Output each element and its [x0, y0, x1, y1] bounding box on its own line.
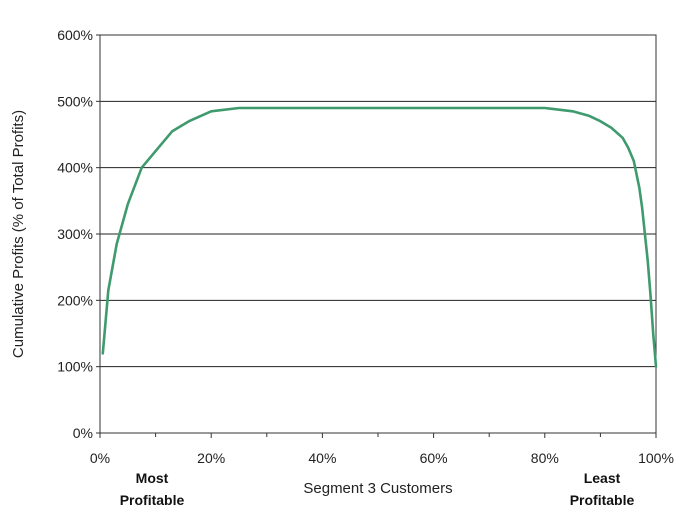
y-tick-label: 200%	[57, 292, 93, 308]
gridlines	[100, 100, 656, 368]
annotation-most: Most	[136, 470, 169, 486]
x-tick-label: 80%	[531, 450, 559, 466]
x-tick-labels: 0% 20% 40% 60% 80% 100%	[90, 450, 674, 466]
annotation-least: Least	[584, 470, 621, 486]
annotation-profitable-left: Profitable	[120, 492, 185, 508]
series-layer	[101, 106, 658, 369]
y-tick-label: 300%	[57, 226, 93, 242]
y-tick-labels: 0% 100% 200% 300% 400% 500% 600%	[57, 27, 93, 441]
y-tick-label: 600%	[57, 27, 93, 43]
x-tick-label: 100%	[638, 450, 674, 466]
y-tick-label: 0%	[73, 425, 93, 441]
x-tick-label: 40%	[308, 450, 336, 466]
annotation-profitable-right: Profitable	[570, 492, 635, 508]
x-tick-label: 0%	[90, 450, 110, 466]
x-tick-label: 20%	[197, 450, 225, 466]
axis-ticks	[96, 34, 657, 438]
y-tick-label: 500%	[57, 93, 93, 109]
x-tick-label: 60%	[420, 450, 448, 466]
series-line-0	[101, 106, 658, 369]
y-axis-title: Cumulative Profits (% of Total Profits)	[10, 110, 27, 358]
y-tick-label: 400%	[57, 160, 93, 176]
y-tick-label: 100%	[57, 359, 93, 375]
x-axis-title: Segment 3 Customers	[303, 480, 452, 497]
